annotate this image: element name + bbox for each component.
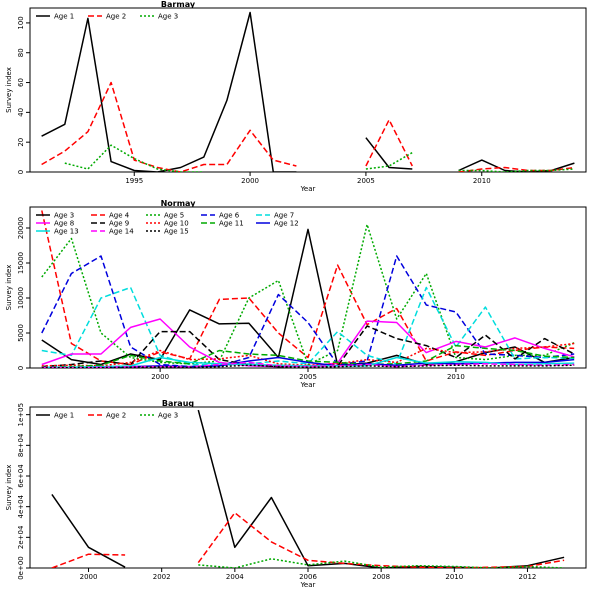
x-tick-label: 2000 — [80, 573, 98, 581]
x-tick-label: 2010 — [473, 177, 491, 185]
series-line-age-4 — [41, 210, 575, 366]
legend-entry: Age 3 — [54, 212, 74, 220]
series-line-age-14 — [41, 361, 575, 368]
x-tick-label: 2005 — [299, 373, 317, 381]
x-tick-label: 2006 — [299, 573, 317, 581]
y-tick-label: 40 — [17, 108, 25, 117]
y-tick-label: 5000 — [17, 324, 25, 342]
y-tick-label: 8e+04 — [17, 433, 25, 457]
series-line-age-5 — [41, 223, 575, 366]
chart-panel-1: Normay 2000 2005 2010 Year 0 5000 10000 15000 200… — [5, 199, 587, 389]
x-tick-label: 2012 — [519, 573, 537, 581]
y-tick-label: 1e+05 — [17, 403, 25, 427]
legend-entry: Age 8 — [54, 220, 74, 228]
chart-panel-2: Baraug 2000 2002 2004 2006 2008 2010 2012 Year 0e… — [5, 399, 587, 589]
legend-entry: Age 6 — [219, 212, 240, 220]
chart-title: Barmay — [161, 0, 196, 9]
x-tick-label: 2005 — [357, 177, 375, 185]
y-axis: 0 20 40 60 80 100 Survey index — [5, 16, 30, 174]
plot-frame — [29, 7, 587, 173]
series-line-age-2 — [51, 512, 565, 568]
legend-entry: Age 5 — [164, 212, 184, 220]
series-line-age-10 — [41, 342, 575, 367]
y-tick-label: 60 — [17, 78, 25, 87]
y-axis-label: Survey index — [5, 265, 13, 311]
legend-entry: Age 12 — [274, 220, 299, 228]
x-tick-label: 2008 — [372, 573, 390, 581]
legend-entry: Age 9 — [109, 220, 129, 228]
plot-frame — [29, 406, 587, 569]
series-group — [41, 11, 575, 172]
x-tick-label: 2010 — [445, 573, 463, 581]
legend-entry: Age 1 — [54, 13, 74, 21]
series-line-age-6 — [41, 255, 575, 368]
y-tick-label: 20000 — [17, 217, 25, 239]
x-tick-label: 2002 — [153, 573, 171, 581]
y-tick-label: 100 — [17, 16, 25, 29]
series-line-age-2 — [41, 81, 575, 172]
y-tick-label: 6e+04 — [17, 464, 25, 488]
x-tick-label: 1995 — [125, 177, 143, 185]
legend-entry: Age 1 — [54, 412, 74, 420]
x-tick-label: 2010 — [447, 373, 465, 381]
x-axis: 1995 2000 2005 2010 Year — [125, 172, 491, 193]
legend-entry: Age 4 — [109, 212, 130, 220]
legend: Age 1 Age 2 Age 3 — [36, 13, 178, 21]
legend-entry: Age 11 — [219, 220, 244, 228]
y-tick-label: 15000 — [17, 252, 25, 274]
legend-entry: Age 15 — [164, 228, 189, 236]
legend-entry: Age 2 — [106, 412, 126, 420]
legend-entry: Age 3 — [158, 13, 178, 21]
y-tick-label: 10000 — [17, 287, 25, 309]
series-line-age-1 — [41, 11, 575, 172]
x-tick-label: 2004 — [226, 573, 244, 581]
x-axis-label: Year — [300, 581, 316, 589]
y-tick-label: 20 — [17, 138, 25, 147]
y-tick-label: 0e+00 — [17, 556, 25, 580]
series-group — [41, 210, 575, 368]
y-axis: 0e+00 2e+04 4e+04 6e+04 8e+04 1e+05 Survey ind… — [5, 403, 30, 580]
x-axis-label: Year — [300, 185, 316, 193]
series-line-age-15 — [41, 364, 575, 368]
x-axis: 2000 2005 2010 Year — [151, 368, 465, 389]
x-tick-label: 2000 — [241, 177, 259, 185]
x-tick-label: 2000 — [151, 373, 169, 381]
legend-entry: Age 10 — [164, 220, 189, 228]
legend-entry: Age 13 — [54, 228, 79, 236]
legend: Age 1 Age 2 Age 3 — [36, 412, 178, 420]
y-axis-label: Survey index — [5, 67, 13, 113]
y-axis: 0 5000 10000 15000 20000 Survey index — [5, 217, 30, 370]
legend-entry: Age 7 — [274, 212, 294, 220]
y-axis-label: Survey index — [5, 465, 13, 511]
series-line-age-3 — [198, 558, 565, 568]
legend-entry: Age 14 — [109, 228, 134, 236]
legend-entry: Age 2 — [106, 13, 126, 21]
x-axis: 2000 2002 2004 2006 2008 2010 2012 Year — [80, 568, 537, 589]
y-tick-label: 0 — [17, 366, 25, 370]
y-tick-label: 4e+04 — [17, 494, 25, 518]
x-axis-label: Year — [300, 381, 316, 389]
chart-panel-0: Barmay 1995 2000 2005 2010 Year 0 20 40 60 80 100 Su… — [5, 0, 587, 193]
y-tick-label: 2e+04 — [17, 525, 25, 549]
series-line-age-7 — [41, 286, 575, 366]
chart-title: Normay — [161, 199, 197, 208]
legend-entry: Age 3 — [158, 412, 178, 420]
y-tick-label: 80 — [17, 48, 25, 57]
series-line-age-3 — [64, 144, 575, 172]
series-line-age-11 — [41, 344, 575, 368]
series-group — [51, 409, 565, 568]
series-line-age-1 — [51, 409, 565, 568]
y-tick-label: 0 — [17, 170, 25, 174]
chart-title: Baraug — [162, 399, 195, 408]
